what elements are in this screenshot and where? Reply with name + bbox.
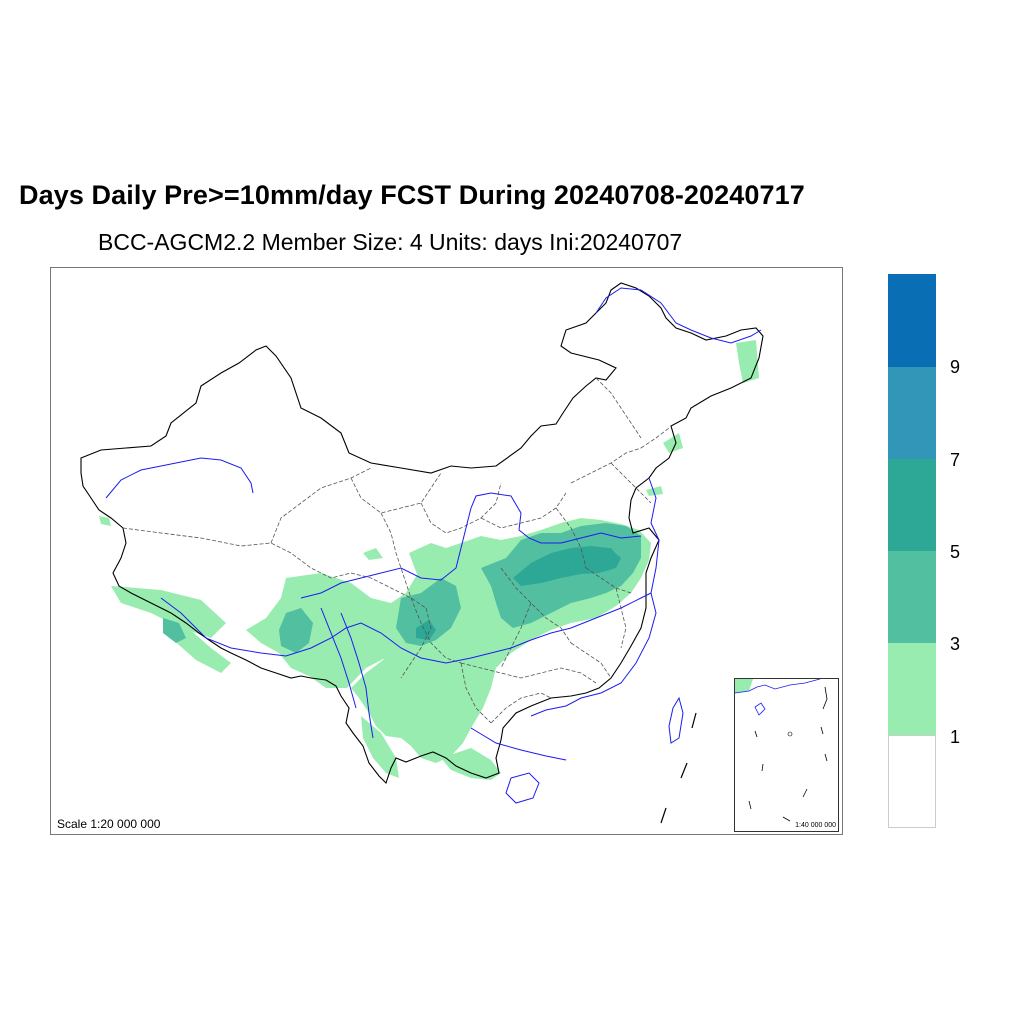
- map-scale-label: Scale 1:20 000 000: [57, 817, 161, 831]
- precip-area-3-5: [163, 523, 641, 653]
- china-precipitation-map: [51, 268, 764, 824]
- legend-bin-3-5: [888, 551, 936, 643]
- nu-river: [320, 607, 357, 709]
- legend-bin-7-9: [888, 367, 936, 459]
- legend-bin-below-1: [888, 735, 936, 828]
- sea-boundary-marks: [660, 712, 697, 824]
- map-title: Days Daily Pre>=10mm/day FCST During 202…: [19, 180, 805, 210]
- map-panel: Scale 1:20 000 000: [50, 267, 843, 835]
- heilong-river: [595, 287, 762, 344]
- inset-scale-label: 1:40 000 000: [795, 822, 836, 829]
- pearl-river: [470, 727, 567, 761]
- tarim-river: [105, 457, 254, 499]
- coastline: [530, 477, 660, 717]
- map-subtitle: BCC-AGCM2.2 Member Size: 4 Units: days I…: [98, 229, 683, 255]
- inset-coastline: [735, 679, 821, 694]
- inset-hainan: [754, 702, 766, 716]
- inset-boundary-mark: [822, 686, 828, 710]
- china-national-border: [80, 282, 764, 785]
- province-boundaries: [122, 377, 670, 724]
- legend-bin-5-7: [888, 459, 936, 551]
- legend-bin-1-3: [888, 643, 936, 735]
- south-china-sea-inset: 1:40 000 000: [734, 678, 839, 832]
- color-legend: [888, 274, 936, 828]
- legend-tick-7: 7: [950, 450, 961, 470]
- lancang-river: [340, 612, 374, 739]
- hainan-island: [505, 772, 540, 804]
- precip-area-1-3: [51, 268, 759, 780]
- yangtze-river: [160, 592, 652, 664]
- legend-tick-9: 9: [950, 357, 961, 377]
- inset-map: [735, 679, 828, 822]
- legend-tick-3: 3: [950, 634, 961, 654]
- legend-bin-above-9: [888, 274, 936, 367]
- precip-area-5-7: [416, 546, 621, 640]
- yellow-river: [300, 492, 642, 599]
- rivers: [105, 287, 762, 804]
- legend-tick-1: 1: [950, 727, 961, 747]
- inset-precip-area: [735, 679, 753, 693]
- taiwan-island: [668, 696, 684, 744]
- legend-tick-5: 5: [950, 542, 961, 562]
